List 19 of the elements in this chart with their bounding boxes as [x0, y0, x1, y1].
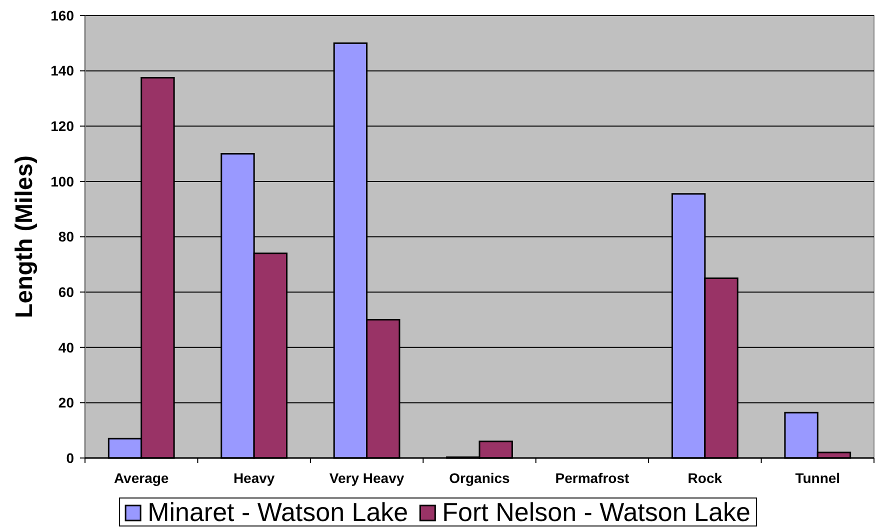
y-tick-label: 160	[50, 7, 74, 24]
y-tick-label: 20	[58, 394, 74, 411]
y-axis-title: Length (Miles)	[11, 155, 38, 318]
y-tick-label: 80	[58, 228, 74, 245]
x-tick-label: Very Heavy	[329, 470, 404, 486]
x-tick-label: Permafrost	[555, 470, 630, 486]
legend-label: Minaret - Watson Lake	[148, 497, 408, 527]
y-tick-label: 60	[58, 284, 74, 300]
y-tick-label: 140	[50, 62, 74, 79]
x-tick-label: Average	[114, 470, 169, 486]
x-tick-label: Organics	[449, 470, 510, 486]
y-tick-label: 100	[50, 173, 74, 190]
y-tick-label: 40	[58, 339, 74, 356]
x-tick-label: Rock	[688, 470, 722, 486]
y-tick-label: 120	[50, 118, 74, 134]
y-tick-label: 0	[66, 450, 74, 466]
legend-label: Fort Nelson - Watson Lake	[442, 497, 750, 527]
x-tick-label: Heavy	[233, 470, 275, 486]
x-tick-label: Tunnel	[795, 470, 840, 486]
